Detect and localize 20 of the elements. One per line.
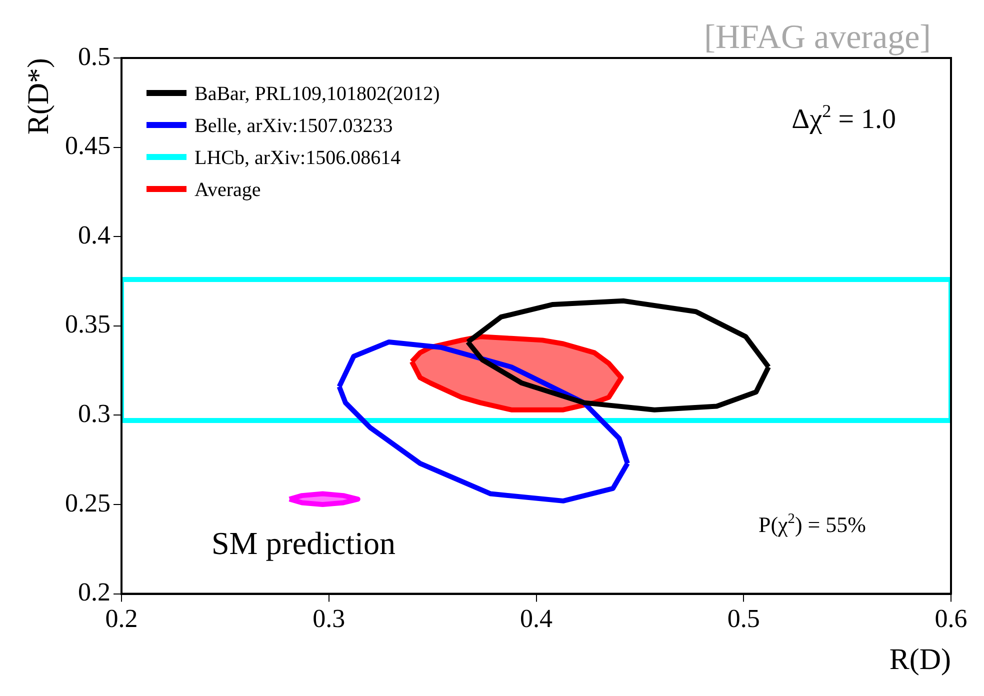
text: [HFAG average] [704,19,932,56]
x-tick-label: 0.4 [520,604,552,634]
legend-label: LHCb, arXiv:1506.08614 [194,147,401,169]
legend-label: Average [194,179,261,201]
y-tick-label: 0.5 [78,42,110,71]
y-axis-title: R(D*) [22,58,55,135]
legend-label: BaBar, PRL109,101802(2012) [194,83,440,105]
x-tick-label: 0.5 [727,604,760,634]
legend-label: Belle, arXiv:1507.03233 [194,115,393,137]
y-tick-label: 0.3 [78,399,110,428]
x-tick-label: 0.3 [312,604,346,634]
x-tick-label: 0.6 [934,604,968,634]
y-tick-label: 0.45 [65,131,110,160]
y-tick-label: 0.35 [65,310,110,339]
y-tick-label: 0.4 [78,220,110,250]
annotation: SM prediction [212,524,396,561]
x-axis-title: R(D) [889,642,951,676]
y-tick-label: 0.25 [65,488,110,518]
y-tick-label: 0.2 [78,578,110,607]
x-tick-label: 0.2 [105,604,138,634]
